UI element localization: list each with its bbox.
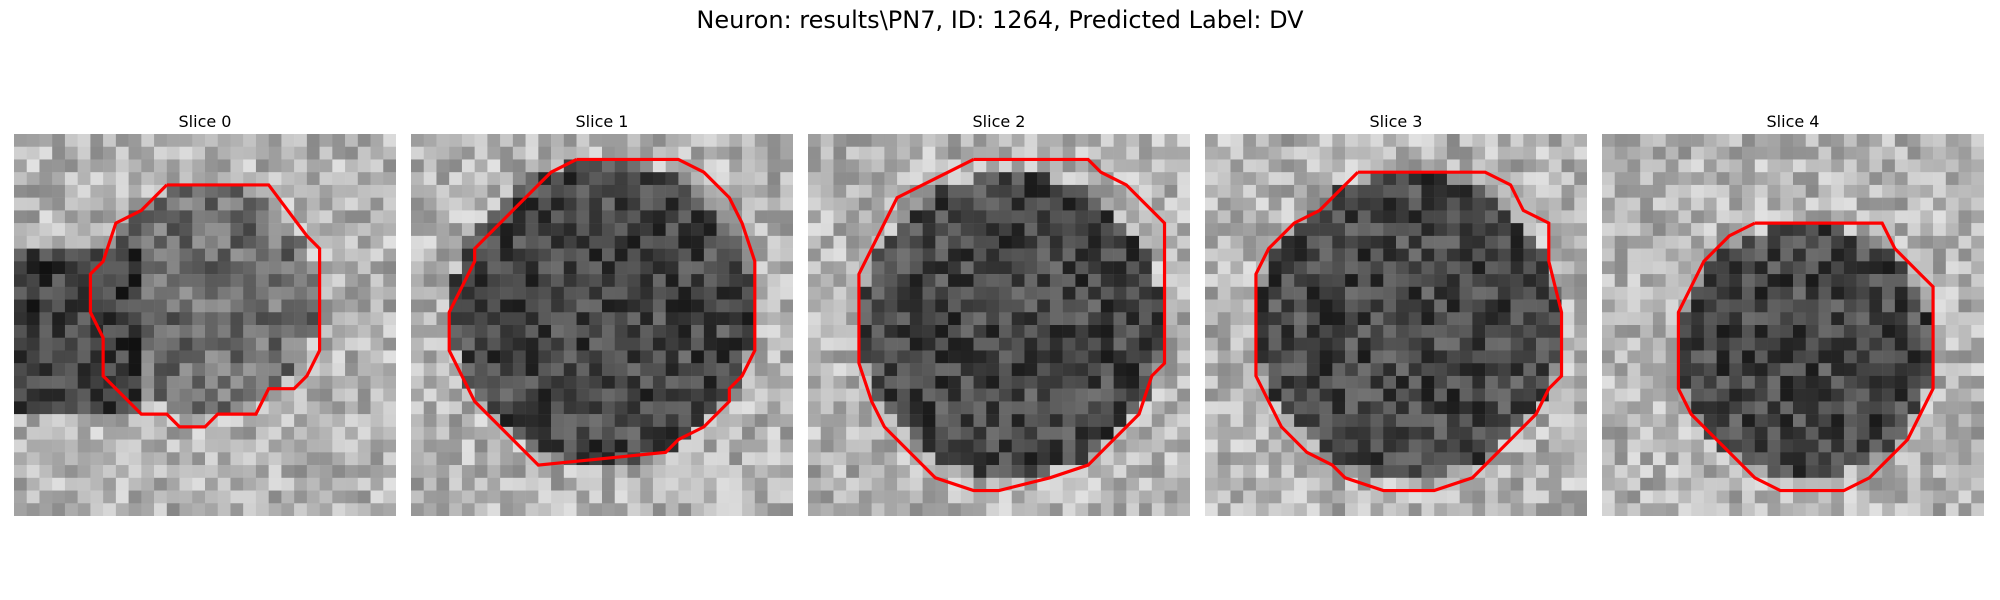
slice-panel: Slice 0 bbox=[14, 110, 396, 516]
neuron-outline bbox=[857, 157, 1167, 493]
slice-panel: Slice 1 bbox=[411, 110, 793, 516]
slice-panel: Slice 2 bbox=[808, 110, 1190, 516]
slice-title: Slice 2 bbox=[972, 112, 1026, 131]
slice-title: Slice 3 bbox=[1369, 112, 1423, 131]
slice-image bbox=[1205, 134, 1587, 516]
slice-title: Slice 4 bbox=[1766, 112, 1820, 131]
slice-image bbox=[1602, 134, 1984, 516]
figure-title: Neuron: results\PN7, ID: 1264, Predicted… bbox=[696, 6, 1304, 34]
neuron-outline bbox=[447, 157, 757, 467]
slice-panel: Slice 4 bbox=[1602, 110, 1984, 516]
slice-panel: Slice 3 bbox=[1205, 110, 1587, 516]
slice-image bbox=[808, 134, 1190, 516]
slice-image bbox=[411, 134, 793, 516]
slice-title: Slice 0 bbox=[178, 112, 232, 131]
neuron-outline bbox=[1676, 221, 1935, 493]
neuron-outline bbox=[1254, 170, 1564, 493]
neuron-outline bbox=[88, 183, 322, 429]
slice-image bbox=[14, 134, 396, 516]
slice-title: Slice 1 bbox=[575, 112, 629, 131]
